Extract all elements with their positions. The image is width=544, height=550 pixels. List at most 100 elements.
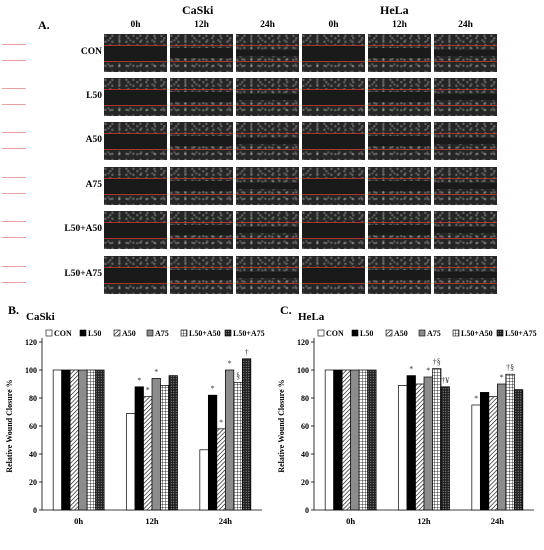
bar	[513, 389, 524, 511]
group-label-caski: CaSki	[182, 3, 214, 17]
significance-mark: †¥	[441, 376, 449, 385]
time-header-5: 24h	[458, 20, 473, 30]
bar	[151, 378, 161, 511]
bar	[224, 369, 235, 511]
wound-image-cell	[236, 256, 299, 294]
significance-mark: *	[219, 418, 223, 427]
row-label-2: A50	[85, 135, 102, 145]
wound-image-cell	[302, 34, 365, 72]
bar	[423, 376, 433, 511]
y-tick-label: 100	[25, 366, 37, 375]
y-tick-label: 0	[305, 506, 309, 515]
row-label-1: L50	[86, 91, 102, 101]
legend-label: A50	[122, 329, 136, 338]
panel-label: C.	[280, 303, 292, 317]
wound-image-cell	[170, 34, 233, 72]
bar	[479, 392, 490, 511]
bar	[134, 386, 144, 511]
x-tick-label: 12h	[145, 516, 159, 526]
bar	[471, 404, 481, 511]
y-tick-label: 20	[29, 478, 37, 487]
legend-swatch	[452, 329, 460, 337]
bar	[241, 358, 252, 511]
bar	[341, 369, 352, 511]
x-tick-label: 12h	[417, 516, 431, 526]
legend-swatch	[418, 329, 426, 337]
wound-image-cell	[368, 167, 431, 205]
bar	[398, 385, 408, 511]
y-tick-label: 40	[29, 450, 37, 459]
time-header-2: 24h	[260, 20, 275, 30]
y-axis-label: Relative Wound Closure %	[5, 379, 14, 472]
time-header-1: 12h	[194, 20, 209, 30]
significance-mark: §	[236, 372, 240, 381]
row-label-4: L50+A50	[64, 224, 102, 234]
bar	[358, 369, 369, 511]
legend-swatch	[385, 329, 393, 337]
significance-mark: †§	[433, 358, 441, 367]
y-tick-label: 40	[301, 450, 309, 459]
wound-image-cell	[170, 211, 233, 249]
bar	[95, 369, 105, 511]
x-tick-label: 0h	[346, 516, 355, 526]
significance-mark: †§	[506, 363, 514, 372]
wound-image-cell	[170, 78, 233, 116]
wound-image-cell	[302, 256, 365, 294]
decorative-mark	[2, 44, 26, 45]
significance-mark: *	[154, 367, 158, 376]
wound-image-cell	[104, 78, 167, 116]
significance-mark: *	[409, 365, 413, 374]
legend-label: CON	[326, 329, 344, 338]
wound-image-cell	[104, 34, 167, 72]
wound-image-cell	[104, 167, 167, 205]
legend-swatch	[180, 329, 188, 337]
bar	[52, 369, 63, 511]
bar	[440, 386, 450, 511]
significance-mark: *	[426, 366, 430, 375]
wound-image-cell	[434, 34, 497, 72]
significance-mark: *	[474, 394, 478, 403]
wound-image-cell	[170, 122, 233, 160]
legend-label: A75	[427, 329, 441, 338]
bar	[199, 449, 209, 511]
panel-label: B.	[8, 303, 19, 317]
x-tick-label: 24h	[491, 516, 505, 526]
bar	[216, 428, 226, 511]
bar	[126, 413, 136, 511]
decorative-mark	[2, 177, 26, 178]
row-label-5: L50+A75	[64, 269, 102, 279]
decorative-mark	[2, 148, 26, 149]
bar	[415, 383, 425, 511]
wound-image-cell	[236, 34, 299, 72]
significance-mark: *	[500, 373, 504, 382]
bar	[367, 369, 377, 511]
wound-image-cell	[434, 256, 497, 294]
y-tick-label: 60	[301, 422, 309, 431]
legend-swatch	[224, 329, 232, 337]
chart-title: CaSki	[26, 311, 55, 323]
x-tick-label: 0h	[74, 516, 83, 526]
bar	[488, 396, 498, 511]
decorative-mark	[2, 193, 26, 194]
wound-image-cell	[302, 167, 365, 205]
bar	[350, 369, 360, 511]
y-tick-label: 60	[29, 422, 37, 431]
bar	[324, 369, 335, 511]
bar	[168, 375, 178, 511]
decorative-mark	[2, 104, 26, 105]
legend-label: L50+A75	[505, 329, 537, 338]
wound-image-cell	[236, 167, 299, 205]
bar	[78, 369, 88, 511]
bar	[207, 394, 218, 511]
chart-hela: C. HeLa Relative Wound Closure % 0 20 40 60 80 1…	[277, 303, 537, 526]
wound-image-cell	[236, 122, 299, 160]
significance-mark: *	[146, 386, 150, 395]
row-label-0: CON	[80, 47, 102, 57]
wound-image-cell	[434, 211, 497, 249]
wound-image-cell	[368, 211, 431, 249]
decorative-mark	[2, 88, 26, 89]
bar	[86, 369, 97, 511]
time-header-0: 0h	[130, 20, 141, 30]
bar	[143, 396, 153, 511]
x-tick-label: 24h	[219, 516, 233, 526]
